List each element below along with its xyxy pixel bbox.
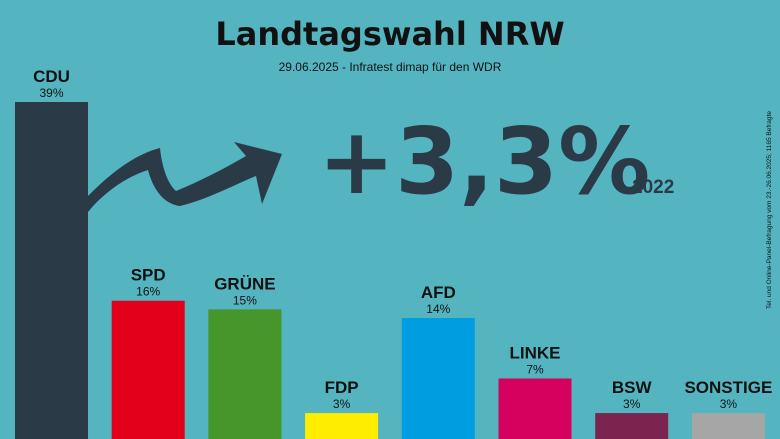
bar-value-linke: 7% bbox=[526, 363, 544, 377]
survey-method-note: Tel. und Online-Panel-Befragung vom 23.-… bbox=[766, 111, 773, 309]
bar-label-bsw: BSW bbox=[612, 378, 653, 397]
chart-subtitle: 29.06.2025 - Infratest dimap für den WDR bbox=[279, 60, 502, 74]
reference-year: 2022 bbox=[632, 177, 674, 198]
bar-gruene bbox=[208, 309, 282, 439]
bar-value-sonstige: 3% bbox=[720, 397, 738, 411]
bar-value-fdp: 3% bbox=[333, 397, 351, 411]
bar-label-sonstige: SONSTIGE bbox=[684, 378, 772, 397]
bar-fdp bbox=[305, 413, 379, 439]
change-percent: +3,3% bbox=[318, 108, 650, 215]
bar-label-cdu: CDU bbox=[33, 67, 70, 86]
bar-value-gruene: 15% bbox=[233, 293, 257, 307]
bar-spd bbox=[111, 300, 185, 439]
bar-label-fdp: FDP bbox=[325, 378, 359, 397]
bar-label-spd: SPD bbox=[131, 266, 166, 285]
bar-sonstige bbox=[691, 413, 765, 439]
bar-label-linke: LINKE bbox=[510, 344, 561, 363]
bar-linke bbox=[498, 378, 572, 439]
bar-label-gruene: GRÜNE bbox=[214, 274, 275, 293]
bar-cdu bbox=[15, 102, 88, 439]
bar-value-bsw: 3% bbox=[623, 397, 641, 411]
bar-value-spd: 16% bbox=[136, 285, 160, 299]
chart-title: Landtagswahl NRW bbox=[215, 15, 564, 53]
trend-arrow-icon bbox=[88, 142, 282, 212]
bar-label-afd: AFD bbox=[421, 283, 456, 302]
bar-value-afd: 14% bbox=[426, 302, 450, 316]
bar-afd bbox=[401, 318, 475, 439]
bar-bsw bbox=[595, 413, 669, 439]
bar-value-cdu: 39% bbox=[39, 86, 63, 100]
